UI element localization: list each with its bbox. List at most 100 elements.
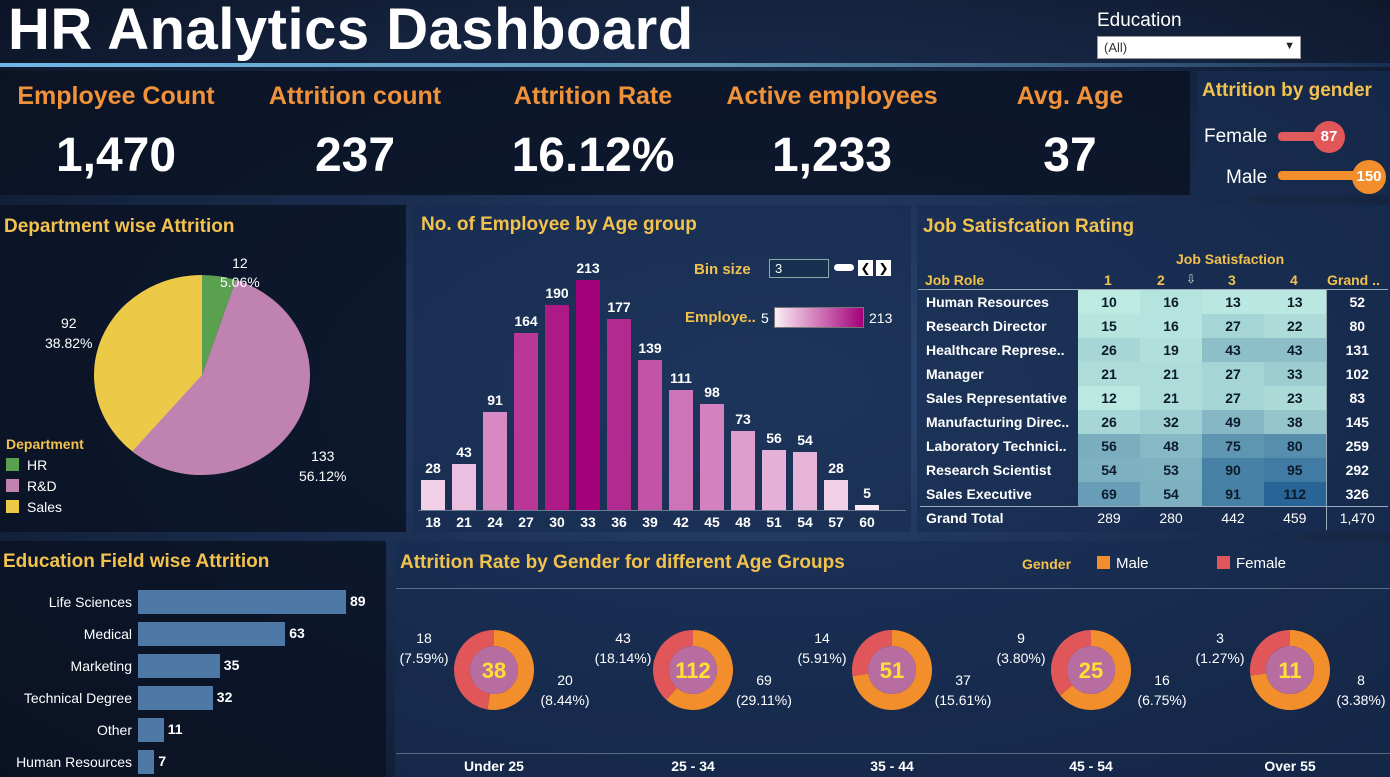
age-bar[interactable] (793, 451, 817, 510)
female-bar[interactable] (1278, 132, 1328, 141)
satisfaction-cell[interactable]: 32 (1140, 410, 1202, 434)
donut-female-segment[interactable] (1051, 630, 1091, 696)
gender-legend-male[interactable]: Male (1097, 555, 1149, 572)
education-field-bar[interactable] (138, 718, 164, 742)
kpi-avg-age-label: Avg. Age (1016, 82, 1124, 110)
age-bar[interactable] (638, 359, 662, 510)
satisfaction-cell[interactable]: 27 (1202, 314, 1264, 338)
bin-slider-handle[interactable] (834, 264, 854, 271)
table-row[interactable]: Manager 21 21 27 33 102 (920, 362, 1388, 386)
table-row[interactable]: Manufacturing Direc.. 26 32 49 38 145 (920, 410, 1388, 434)
table-row[interactable]: Research Scientist 54 53 90 95 292 (920, 458, 1388, 482)
education-field-bar[interactable] (138, 654, 220, 678)
donut-male-segment[interactable] (1250, 630, 1330, 710)
age-bar[interactable] (421, 479, 445, 510)
education-filter-select[interactable]: (All) ▼ (1097, 36, 1301, 59)
gender-donut[interactable]: 112 (651, 628, 735, 712)
bin-decrement-button[interactable]: ❮ (858, 260, 873, 276)
satisfaction-cell[interactable]: 21 (1140, 362, 1202, 386)
legend-item-hr[interactable]: HR (6, 455, 84, 476)
donut-male-segment[interactable] (666, 630, 733, 710)
age-bar[interactable] (514, 332, 538, 510)
satisfaction-cell[interactable]: 10 (1078, 290, 1140, 314)
satisfaction-cell[interactable]: 54 (1140, 482, 1202, 506)
satisfaction-cell[interactable]: 91 (1202, 482, 1264, 506)
donut-male-segment[interactable] (1060, 630, 1131, 710)
satisfaction-cell[interactable]: 48 (1140, 434, 1202, 458)
satisfaction-cell[interactable]: 19 (1140, 338, 1202, 362)
satisfaction-cell[interactable]: 54 (1078, 458, 1140, 482)
satisfaction-cell[interactable]: 16 (1140, 290, 1202, 314)
gender-donut[interactable]: 11 (1248, 628, 1332, 712)
sort-icon[interactable]: ⇩ (1186, 272, 1197, 286)
satisfaction-cell[interactable]: 43 (1202, 338, 1264, 362)
gender-donut[interactable]: 51 (850, 628, 934, 712)
satisfaction-cell[interactable]: 21 (1078, 362, 1140, 386)
education-field-bar[interactable] (138, 750, 155, 774)
gender-donut[interactable]: 25 (1049, 628, 1133, 712)
age-bar[interactable] (669, 390, 693, 510)
age-bar[interactable] (762, 449, 786, 510)
satisfaction-cell[interactable]: 13 (1264, 290, 1326, 314)
satisfaction-cell[interactable]: 75 (1202, 434, 1264, 458)
age-bar[interactable] (700, 404, 724, 510)
gender-donut[interactable]: 38 (452, 628, 536, 712)
donut-female-segment[interactable] (653, 630, 693, 700)
satisfaction-cell[interactable]: 53 (1140, 458, 1202, 482)
satisfaction-cell[interactable]: 112 (1264, 482, 1326, 506)
chevron-down-icon[interactable]: ▼ (1284, 40, 1295, 52)
satisfaction-cell[interactable]: 23 (1264, 386, 1326, 410)
satisfaction-cell[interactable]: 26 (1078, 338, 1140, 362)
bin-increment-button[interactable]: ❯ (876, 260, 891, 276)
table-row[interactable]: Healthcare Represe.. 26 19 43 43 131 (920, 338, 1388, 362)
table-row[interactable]: Human Resources 10 16 13 13 52 (920, 290, 1388, 314)
donut-female-segment[interactable] (852, 630, 892, 677)
age-bar[interactable] (576, 280, 600, 510)
satisfaction-cell[interactable]: 95 (1264, 458, 1326, 482)
satisfaction-cell[interactable]: 12 (1078, 386, 1140, 410)
legend-item-rnd[interactable]: R&D (6, 476, 84, 497)
donut-female-segment[interactable] (453, 630, 494, 710)
age-bar[interactable] (483, 411, 507, 510)
age-bar[interactable] (607, 318, 631, 510)
satisfaction-cell[interactable]: 22 (1264, 314, 1326, 338)
age-bar[interactable] (545, 304, 569, 510)
satisfaction-cell[interactable]: 43 (1264, 338, 1326, 362)
table-row[interactable]: Sales Executive 69 54 91 112 326 (920, 482, 1388, 506)
age-bar[interactable] (731, 431, 755, 510)
satisfaction-cell[interactable]: 15 (1078, 314, 1140, 338)
pie-slice-hr[interactable] (202, 275, 236, 375)
satisfaction-cell[interactable]: 38 (1264, 410, 1326, 434)
legend-item-sales[interactable]: Sales (6, 497, 84, 518)
table-row[interactable]: Research Director 15 16 27 22 80 (920, 314, 1388, 338)
satisfaction-cell[interactable]: 49 (1202, 410, 1264, 434)
male-value: 150 (1352, 160, 1386, 194)
bin-size-input[interactable]: 3 (769, 259, 829, 278)
donut-female-segment[interactable] (1250, 630, 1290, 676)
education-field-bar[interactable] (138, 590, 346, 614)
age-bar[interactable] (452, 463, 476, 510)
satisfaction-cell[interactable]: 26 (1078, 410, 1140, 434)
gender-legend-female[interactable]: Female (1217, 555, 1286, 572)
table-row[interactable]: Sales Representative 12 21 27 23 83 (920, 386, 1388, 410)
table-row[interactable]: Laboratory Technici.. 56 48 75 80 259 (920, 434, 1388, 458)
satisfaction-cell[interactable]: 69 (1078, 482, 1140, 506)
donut-male-segment[interactable] (487, 630, 534, 710)
satisfaction-cell[interactable]: 13 (1202, 290, 1264, 314)
satisfaction-cell[interactable]: 56 (1078, 434, 1140, 458)
donut-male-segment[interactable] (852, 630, 932, 710)
satisfaction-cell[interactable]: 16 (1140, 314, 1202, 338)
satisfaction-cell[interactable]: 27 (1202, 386, 1264, 410)
satisfaction-cell[interactable]: 90 (1202, 458, 1264, 482)
education-field-bar[interactable] (138, 622, 286, 646)
education-field-bar[interactable] (138, 686, 213, 710)
age-bar[interactable] (855, 504, 879, 510)
satisfaction-cell[interactable]: 27 (1202, 362, 1264, 386)
satisfaction-cell[interactable]: 80 (1264, 434, 1326, 458)
male-bar[interactable] (1278, 171, 1370, 180)
satisfaction-cell[interactable]: 21 (1140, 386, 1202, 410)
age-bar-value: 98 (704, 384, 720, 401)
pie-slice-rnd[interactable] (132, 280, 310, 475)
age-bar[interactable] (824, 479, 848, 510)
satisfaction-cell[interactable]: 33 (1264, 362, 1326, 386)
